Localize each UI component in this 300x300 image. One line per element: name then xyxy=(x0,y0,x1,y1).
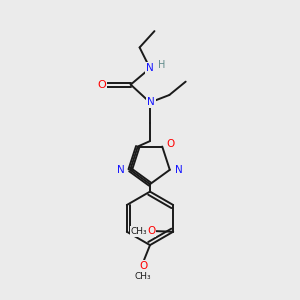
Text: CH₃: CH₃ xyxy=(131,226,148,236)
Text: N: N xyxy=(146,63,154,73)
Text: N: N xyxy=(175,165,183,176)
Text: N: N xyxy=(117,165,125,176)
Text: H: H xyxy=(158,60,166,70)
Text: N: N xyxy=(147,98,154,107)
Text: O: O xyxy=(139,261,147,271)
Text: O: O xyxy=(147,226,155,236)
Text: O: O xyxy=(167,139,175,148)
Text: CH₃: CH₃ xyxy=(135,272,152,280)
Text: O: O xyxy=(97,80,106,90)
